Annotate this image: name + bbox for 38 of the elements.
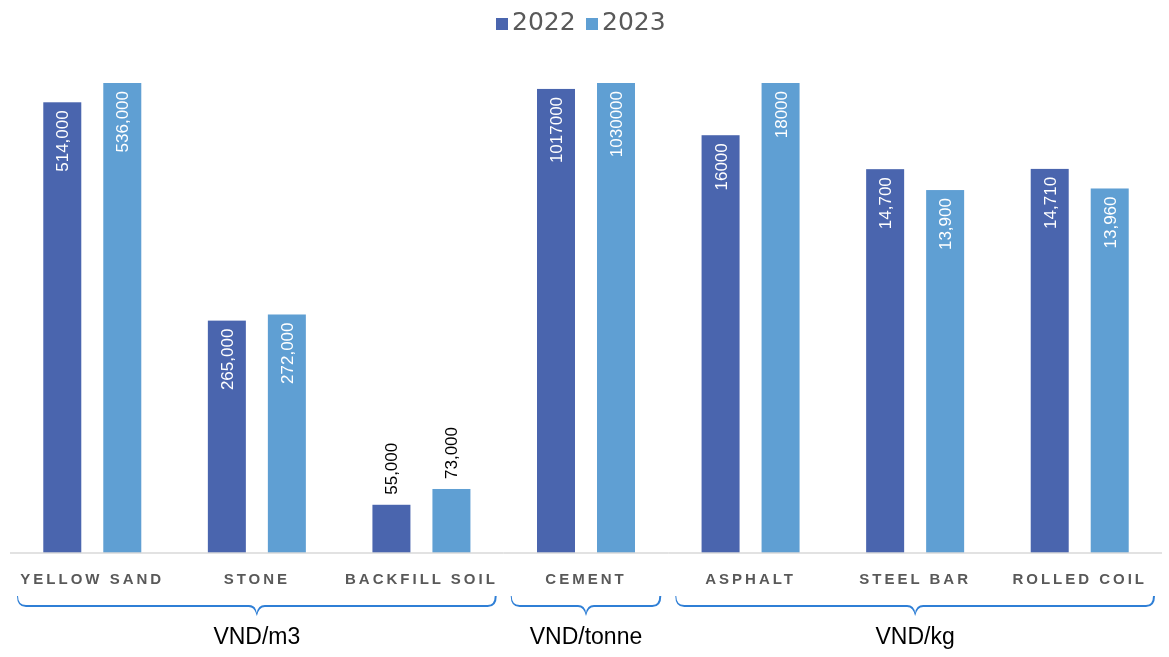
data-label: 13,960 [1100, 196, 1120, 249]
x-tick-label: STONE [223, 570, 291, 587]
bar [1090, 188, 1129, 553]
bar [43, 102, 82, 553]
data-label: 73,000 [442, 426, 462, 479]
data-label: 514,000 [53, 110, 73, 172]
legend-label: 2023 [602, 7, 666, 36]
legend-label: 2022 [512, 7, 576, 36]
x-tick-label: YELLOW SAND [20, 570, 165, 587]
x-axis-title: VND/m3 [213, 623, 301, 649]
x-axis-title: VND/kg [875, 623, 955, 649]
x-tick-label: BACKFILL SOIL [344, 570, 498, 587]
x-tick-label: ROLLED COIL [1012, 570, 1148, 587]
bar [866, 169, 905, 553]
bar [267, 314, 306, 553]
bar [701, 135, 740, 553]
x-tick-label: ASPHALT [705, 570, 796, 587]
data-label: 536,000 [113, 91, 133, 153]
data-label: 14,700 [876, 177, 896, 230]
bar [761, 83, 800, 553]
bar [926, 190, 965, 553]
bar [432, 488, 471, 553]
data-label: 1017000 [547, 96, 566, 164]
data-label: 14,710 [1040, 176, 1060, 229]
x-axis-title: VND/tonne [529, 623, 643, 649]
x-tick-label: STEEL BAR [859, 570, 972, 587]
data-label: 13,900 [936, 198, 956, 251]
bar [207, 320, 246, 553]
bar [1030, 168, 1069, 553]
bar [103, 83, 142, 553]
data-label: 1030000 [607, 91, 626, 158]
data-label: 55,000 [382, 442, 402, 495]
data-label: 265,000 [217, 328, 237, 391]
bar [372, 504, 411, 553]
x-tick-label: CEMENT [545, 570, 627, 587]
data-label: 18000 [771, 91, 791, 139]
data-label: 16000 [711, 143, 731, 191]
data-label: 272,000 [277, 322, 297, 384]
